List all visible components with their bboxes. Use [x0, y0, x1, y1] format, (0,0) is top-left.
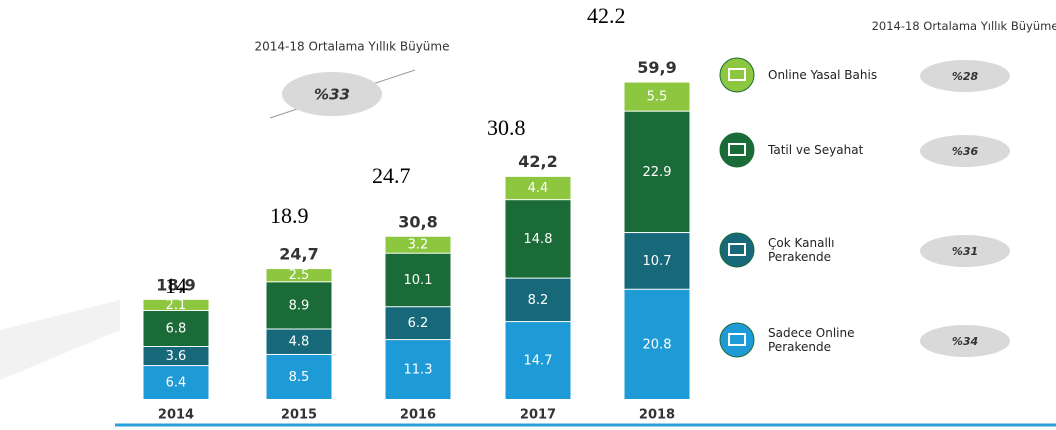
growth-label: %34: [952, 335, 978, 348]
bar-segment: [143, 366, 209, 399]
x-tick-label: 2016: [400, 408, 436, 423]
segment-label: 20.8: [643, 337, 672, 352]
legend-label: Online Yasal Bahis: [768, 68, 878, 82]
decoration: [0, 300, 120, 380]
legend-icon-glyph: [728, 243, 746, 256]
bar-segment: [624, 111, 690, 233]
total-label: 42,2: [518, 152, 557, 171]
total-label: 18,9: [156, 275, 195, 294]
segment-label: 2.1: [166, 298, 187, 313]
segment-label: 4.4: [528, 181, 549, 196]
annotation: 18.9: [270, 203, 309, 228]
legend-label: Çok Kanallı Perakende: [768, 236, 835, 264]
growth-label: %28: [952, 70, 979, 83]
segment-label: 5.5: [647, 90, 668, 105]
growth-label: %36: [952, 145, 979, 158]
bar-segment: [143, 310, 209, 346]
total-label: 24,7: [279, 245, 318, 264]
segment-label: 11.3: [404, 363, 433, 378]
segment-label: 10.1: [404, 273, 433, 288]
segment-label: 14.8: [524, 232, 553, 247]
bar-segment: [624, 82, 690, 111]
segment-label: 6.8: [166, 321, 187, 336]
bar-segment: [505, 278, 571, 322]
bar-segment: [624, 233, 690, 289]
annotation: 14: [165, 273, 187, 298]
segment-label: 6.4: [166, 376, 187, 391]
segment-label: 10.7: [643, 254, 672, 269]
segment-label: 2.5: [289, 268, 310, 283]
segment-label: 3.6: [166, 349, 187, 364]
annotation: 30.8: [487, 115, 526, 140]
x-tick-label: 2018: [639, 408, 675, 423]
bar-segment: [505, 176, 571, 200]
segment-label: 8.9: [289, 298, 310, 313]
bar-segment: [385, 340, 451, 399]
bar-segment: [505, 200, 571, 278]
bar-segment: [505, 322, 571, 399]
growth-ellipse: [920, 135, 1010, 167]
segment-label: 6.2: [408, 316, 429, 331]
bar-segment: [143, 299, 209, 310]
bar-segment: [385, 307, 451, 340]
growth-ellipse: [920, 325, 1010, 357]
segment-label: 14.7: [524, 354, 553, 369]
chart-title: 2014-18 Ortalama Yıllık Büyüme: [255, 40, 450, 54]
bar-segment: [385, 253, 451, 307]
bar-segment: [385, 236, 451, 253]
bar-segment: [266, 282, 332, 329]
x-tick-label: 2015: [281, 408, 317, 423]
legend-icon: [719, 322, 755, 358]
segment-label: 3.2: [408, 238, 429, 253]
growth-ellipse: [282, 72, 382, 116]
legend-icon: [719, 57, 755, 93]
legend-icon-glyph: [728, 143, 746, 156]
legend-icon: [719, 232, 755, 268]
legend-title: 2014-18 Ortalama Yıllık Büyüme: [871, 19, 1056, 33]
bar-segment: [624, 289, 690, 399]
legend-label: Tatil ve Seyahat: [768, 143, 864, 157]
legend-icon: [719, 132, 755, 168]
bar-segment: [266, 329, 332, 354]
segment-label: 4.8: [289, 335, 310, 350]
growth-ellipse: [920, 60, 1010, 92]
overall-growth: %33: [314, 86, 350, 104]
annotation: 42.2: [587, 3, 626, 28]
growth-ellipse: [920, 235, 1010, 267]
x-tick-label: 2017: [520, 408, 556, 423]
bar-segment: [266, 269, 332, 282]
segment-label: 8.5: [289, 370, 310, 385]
bar-segment: [143, 347, 209, 366]
legend-label: Sadece Online Perakende: [768, 326, 855, 354]
legend-icon-glyph: [728, 68, 746, 81]
total-label: 30,8: [398, 212, 437, 231]
segment-label: 8.2: [528, 293, 549, 308]
bar-segment: [266, 354, 332, 399]
x-tick-label: 2014: [158, 408, 194, 423]
legend-icon-glyph: [728, 333, 746, 346]
segment-label: 22.9: [643, 165, 672, 180]
growth-label: %31: [952, 245, 978, 258]
annotation: 24.7: [372, 163, 411, 188]
total-label: 59,9: [637, 58, 676, 77]
